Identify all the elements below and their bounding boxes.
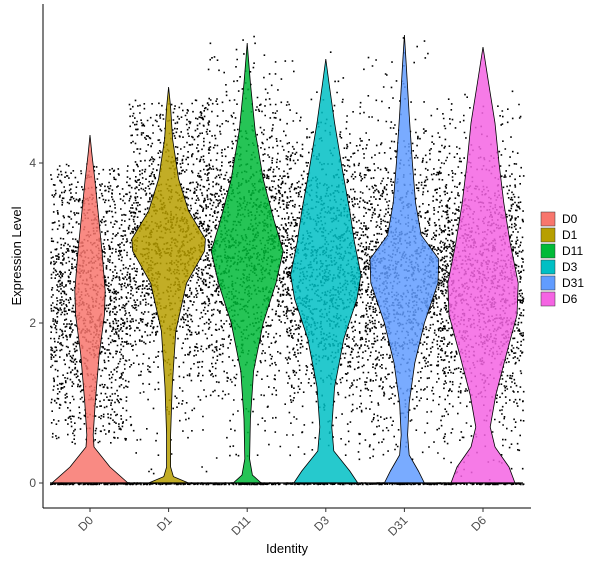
violin-D1 — [131, 86, 206, 484]
legend-label-D1: D1 — [562, 228, 578, 242]
violin-D31 — [369, 34, 440, 484]
axes-layer — [42, 4, 531, 509]
jitter-points-D6 — [443, 90, 525, 486]
legend-key-D1 — [540, 227, 556, 243]
legend-label-D6: D6 — [562, 292, 578, 306]
legend-key-D11 — [540, 243, 556, 259]
y-ticks: 0 2 4 — [29, 156, 43, 490]
violins-layer — [50, 34, 523, 484]
violin-D0 — [50, 134, 130, 484]
x-axis-title: Identity — [266, 541, 308, 556]
y-axis-title: Expression Level — [9, 206, 24, 305]
legend-label-D31: D31 — [562, 276, 584, 290]
jitter-points-layer — [50, 35, 525, 486]
legend: D0 D1 D11 D3 D31 D6 — [540, 211, 584, 307]
y-tick-label-0: 0 — [29, 476, 36, 490]
jitter-points-D11 — [207, 35, 289, 486]
y-tick-label-4: 4 — [29, 156, 36, 170]
legend-key-D6 — [540, 291, 556, 307]
jitter-points-D0 — [50, 163, 132, 486]
legend-key-D31 — [540, 275, 556, 291]
legend-label-D0: D0 — [562, 212, 578, 226]
legend-key-D3 — [540, 259, 556, 275]
legend-label-D11: D11 — [562, 244, 583, 258]
y-tick-label-2: 2 — [29, 316, 36, 330]
jitter-points-D3 — [285, 51, 368, 486]
legend-key-D0 — [540, 211, 556, 227]
violin-D11 — [210, 42, 284, 484]
legend-label-D3: D3 — [562, 260, 578, 274]
violin-D6 — [447, 46, 519, 484]
violin-D3 — [290, 58, 362, 484]
